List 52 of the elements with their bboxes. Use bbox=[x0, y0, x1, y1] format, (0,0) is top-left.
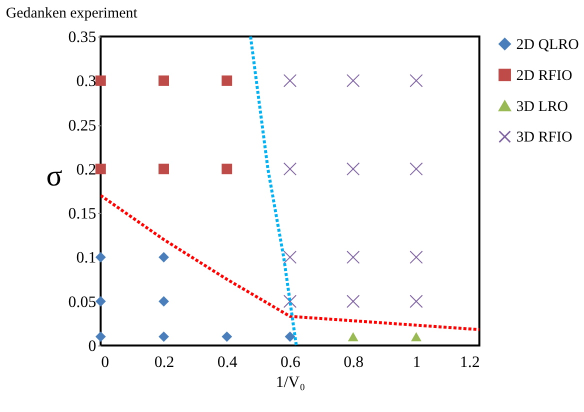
point bbox=[346, 74, 360, 88]
point bbox=[284, 331, 296, 342]
y-tick-label: 0.05 bbox=[68, 294, 96, 311]
point bbox=[283, 250, 297, 264]
legend-label: 2D RFIO bbox=[516, 68, 572, 84]
point bbox=[411, 332, 422, 342]
point bbox=[158, 164, 169, 174]
legend-label: 2D QLRO bbox=[516, 37, 580, 54]
point bbox=[283, 74, 297, 88]
y-tick-label: 0.35 bbox=[68, 29, 96, 46]
x-tick-label: 0.8 bbox=[344, 354, 364, 371]
point bbox=[346, 250, 360, 264]
point bbox=[95, 75, 106, 86]
point bbox=[410, 294, 423, 308]
y-tick-label: 0.15 bbox=[68, 206, 96, 223]
x-tick-label: 0 bbox=[101, 354, 110, 371]
y-axis-title: σ bbox=[46, 160, 62, 193]
point bbox=[222, 331, 232, 342]
y-tick-label: 0.25 bbox=[68, 117, 96, 134]
point bbox=[158, 296, 169, 307]
point bbox=[95, 252, 106, 262]
x-tick-label: 0.4 bbox=[217, 354, 238, 371]
point bbox=[222, 75, 232, 86]
point bbox=[95, 296, 106, 307]
x-tick-label: 0.2 bbox=[154, 354, 174, 371]
point bbox=[283, 162, 297, 176]
point bbox=[222, 164, 232, 174]
legend-label: 3D RFIO bbox=[516, 130, 572, 146]
y-tick-label: 0.3 bbox=[76, 73, 96, 90]
point bbox=[410, 250, 423, 264]
legend-label: 3D LRO bbox=[516, 98, 568, 115]
x-tick-label: 1 bbox=[412, 354, 421, 371]
point bbox=[95, 331, 106, 342]
point bbox=[410, 162, 423, 176]
line-series bbox=[249, 36, 298, 346]
x-axis-title: 1/V₀ bbox=[276, 374, 306, 391]
point bbox=[283, 294, 297, 308]
x-tick-label: 0.6 bbox=[280, 354, 300, 371]
y-tick-label: 0.2 bbox=[76, 161, 96, 178]
line-series bbox=[100, 194, 480, 332]
point bbox=[346, 294, 360, 308]
y-tick-label: 0.1 bbox=[76, 250, 96, 267]
point bbox=[158, 331, 169, 342]
point bbox=[410, 74, 423, 88]
point bbox=[158, 75, 169, 86]
point bbox=[348, 332, 358, 342]
y-tick-label: 0 bbox=[88, 338, 96, 355]
chart-title: Gedanken experiment bbox=[6, 6, 138, 22]
point bbox=[346, 162, 360, 176]
point bbox=[95, 164, 106, 174]
point bbox=[158, 252, 169, 262]
x-tick-label: 1.2 bbox=[460, 354, 480, 371]
